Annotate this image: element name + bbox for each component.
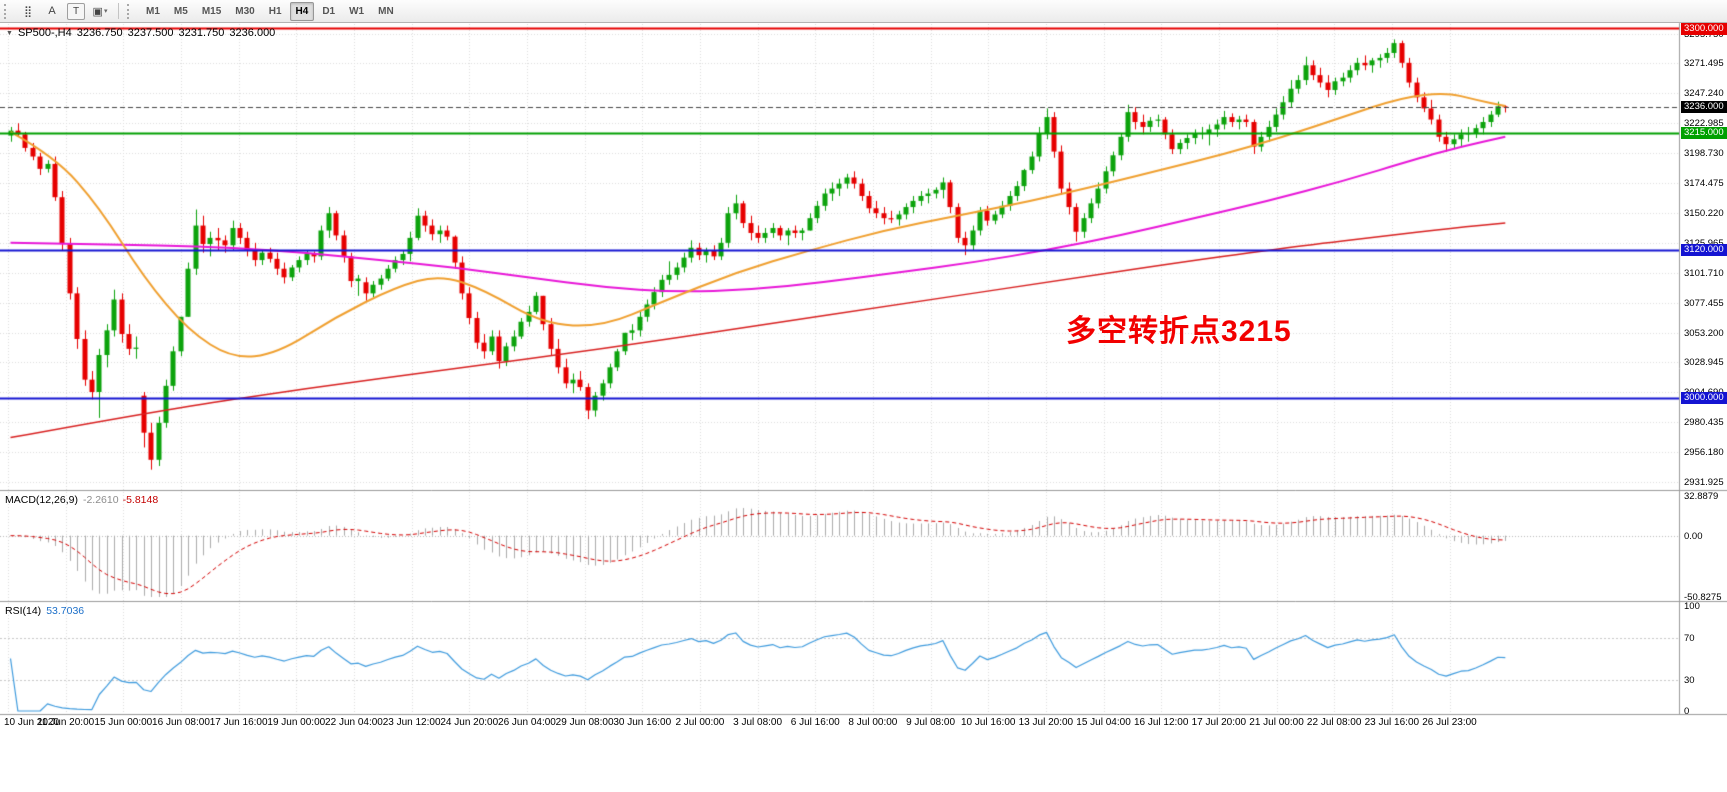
pattern-grid-icon[interactable]: ⣿ [23, 5, 33, 18]
time-label: 9 Jul 08:00 [906, 717, 956, 728]
time-label: 10 Jun 2020 [4, 717, 60, 728]
ohlc-close: 3236.000 [229, 27, 276, 39]
toolbar-drag-handle[interactable] [4, 3, 11, 19]
ohlc-high: 3237.500 [127, 27, 174, 39]
rsi-indicator-label: RSI(14) 53.7036 [5, 605, 84, 617]
objects-list-icon[interactable]: ▣ ▾ [92, 5, 108, 18]
time-label: 19 Jun 00:00 [267, 717, 326, 728]
timeframe-button-mn[interactable]: MN [378, 5, 394, 17]
rsi-name: RSI(14) [5, 605, 42, 617]
time-label: 3 Jul 08:00 [733, 717, 783, 728]
time-label: 23 Jun 12:00 [382, 717, 441, 728]
time-label: 23 Jul 16:00 [1364, 717, 1420, 728]
macd-signal-value: -5.8148 [122, 494, 159, 506]
time-label: 15 Jul 04:00 [1076, 717, 1131, 728]
chart-title: ▼ SP500-,H4 3236.750 3237.500 3231.750 3… [6, 27, 275, 39]
text-frame-icon[interactable]: T [67, 2, 85, 20]
chart-menu-icon[interactable]: ▼ [6, 29, 13, 37]
timeframe-button-m5[interactable]: M5 [173, 5, 188, 17]
timeframe-button-m1[interactable]: M1 [146, 5, 160, 17]
timeframe-button-w1[interactable]: W1 [349, 5, 365, 17]
time-label: 11 Jun 20:00 [37, 717, 95, 728]
timeframe-toolbar-drag-handle[interactable] [127, 3, 134, 19]
time-label: 8 Jul 00:00 [848, 717, 898, 728]
time-label: 22 Jun 04:00 [325, 717, 383, 728]
time-axis[interactable]: 10 Jun 2020 11 Jun 20:00 15 Jun 00:00 16 Ju… [0, 717, 1679, 731]
time-label: 15 Jun 00:00 [94, 717, 153, 728]
toolbar: ⣿ A T ▣ ▾ M1 M5 M15 M30 H1 H4 D1 W1 MN [0, 0, 1727, 23]
time-label: 22 Jul 08:00 [1306, 717, 1362, 728]
ohlc-low: 3231.750 [178, 27, 225, 39]
text-label-icon[interactable]: A [48, 5, 56, 17]
rsi-value: 53.7036 [46, 605, 85, 617]
time-label: 30 Jun 16:00 [613, 717, 672, 728]
macd-name: MACD(12,26,9) [5, 494, 78, 506]
symbol-period-label: SP500-,H4 [17, 27, 72, 39]
timeframe-buttons-group: M1 M5 M15 M30 H1 H4 D1 W1 MN [140, 1, 400, 21]
time-label: 26 Jun 04:00 [498, 717, 556, 728]
time-label: 6 Jul 16:00 [790, 717, 840, 728]
time-label: 21 Jul 00:00 [1249, 717, 1304, 728]
macd-indicator-label: MACD(12,26,9) -2.2610 -5.8148 [5, 494, 158, 506]
time-label: 29 Jun 08:00 [555, 717, 614, 728]
timeframe-button-m30[interactable]: M30 [235, 5, 255, 17]
time-label: 17 Jun 16:00 [209, 717, 268, 728]
timeframe-button-m15[interactable]: M15 [201, 5, 222, 17]
chart-annotation[interactable]: 多空转折点3215 [1066, 315, 1292, 348]
time-label: 2 Jul 00:00 [675, 717, 725, 728]
time-label: 13 Jul 20:00 [1018, 717, 1074, 728]
dropdown-caret-icon: ▾ [103, 8, 108, 15]
time-label: 26 Jul 23:00 [1422, 717, 1477, 728]
timeframe-button-d1[interactable]: D1 [322, 5, 336, 17]
drawing-tools-group: ⣿ A T ▣ ▾ [17, 1, 111, 21]
time-label: 17 Jul 20:00 [1191, 717, 1247, 728]
ohlc-open: 3236.750 [76, 27, 123, 39]
time-label: 10 Jul 16:00 [960, 717, 1016, 728]
timeframe-button-h4[interactable]: H4 [289, 1, 315, 21]
timeframe-button-h1[interactable]: H1 [268, 5, 282, 17]
time-label: 16 Jul 12:00 [1133, 717, 1189, 728]
macd-main-value: -2.2610 [82, 494, 119, 506]
time-label: 24 Jun 20:00 [440, 717, 499, 728]
toolbar-separator [118, 3, 119, 19]
time-label: 16 Jun 08:00 [152, 717, 210, 728]
